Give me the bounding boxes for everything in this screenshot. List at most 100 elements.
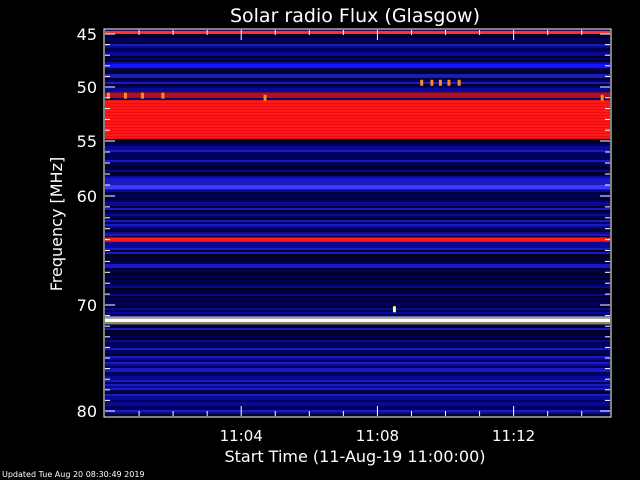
background-stripe: [105, 360, 610, 362]
background-stripe: [105, 236, 610, 238]
background-stripe: [105, 334, 610, 336]
background-stripe: [105, 156, 610, 158]
background-stripe: [105, 288, 610, 290]
background-stripe: [105, 220, 610, 222]
background-stripe: [105, 244, 610, 246]
background-stripe: [105, 36, 610, 38]
background-stripe: [105, 384, 610, 386]
background-stripe: [105, 52, 610, 54]
background-stripe: [105, 206, 610, 208]
background-stripe: [105, 90, 610, 92]
background-stripe: [105, 260, 610, 262]
background-stripe: [105, 302, 610, 304]
background-stripe: [105, 86, 610, 88]
burst-mark: [106, 92, 110, 99]
background-stripe: [105, 284, 610, 286]
background-stripe: [105, 380, 610, 382]
y-tick-label: 80: [77, 402, 97, 421]
background-stripe: [105, 344, 610, 346]
background-stripe: [105, 44, 610, 46]
background-stripe: [105, 278, 610, 280]
background-stripe: [105, 398, 610, 400]
background-stripe: [105, 40, 610, 42]
background-stripe: [105, 254, 610, 256]
background-stripe: [105, 200, 610, 202]
plot-frame: [103, 28, 612, 418]
x-axis: 11:04 11:08 11:12: [138, 30, 583, 445]
background-stripe: [105, 272, 610, 274]
background-stripe: [105, 190, 610, 192]
band-texture: [105, 114, 610, 116]
background-stripe: [105, 150, 610, 152]
background-stripe: [105, 172, 610, 174]
background-stripe: [105, 372, 610, 374]
background-stripe: [105, 378, 610, 380]
burst-mark: [457, 79, 461, 86]
background-stripe: [105, 242, 610, 244]
background-stripe: [105, 84, 610, 86]
background-stripe: [105, 404, 610, 406]
background-stripe: [105, 386, 610, 388]
background-stripe: [105, 204, 610, 206]
band-texture: [105, 111, 610, 113]
x-tick-label: 11:12: [492, 427, 535, 445]
background-stripe: [105, 78, 610, 80]
background-stripe: [105, 46, 610, 48]
background-stripe: [105, 196, 610, 198]
frequency-band: [105, 63, 610, 68]
background-stripe: [105, 166, 610, 168]
background-stripe: [105, 362, 610, 364]
background-stripe: [105, 60, 610, 62]
background-stripe: [105, 276, 610, 278]
background-stripe: [105, 268, 610, 270]
background-stripe: [105, 208, 610, 210]
background-stripe: [105, 314, 610, 316]
background-stripe: [105, 390, 610, 392]
background-stripe: [105, 300, 610, 302]
background-stripe: [105, 296, 610, 298]
background-stripe: [105, 368, 610, 370]
background-stripe: [105, 176, 610, 178]
background-stripe: [105, 306, 610, 308]
background-stripe: [105, 310, 610, 312]
background-stripe: [105, 88, 610, 90]
background-stripe: [105, 330, 610, 332]
band-core: [105, 318, 610, 322]
y-tick-label: 55: [77, 132, 97, 151]
background-stripe: [105, 294, 610, 296]
background-stripe: [105, 214, 610, 216]
background-stripe: [105, 328, 610, 330]
background-stripe: [105, 210, 610, 212]
background-stripe: [105, 412, 610, 414]
background-stripe: [105, 198, 610, 200]
band-texture: [105, 120, 610, 122]
background-stripe: [105, 402, 610, 404]
background-stripe: [105, 168, 610, 170]
background-stripe: [105, 144, 610, 146]
background-stripe: [105, 356, 610, 358]
burst-mark: [140, 92, 144, 99]
background-stripe: [105, 54, 610, 56]
y-tick-label: 45: [77, 25, 97, 44]
background-stripe: [105, 364, 610, 366]
band-texture: [105, 126, 610, 128]
background-stripe: [105, 194, 610, 196]
band-texture: [105, 99, 610, 101]
background-stripe: [105, 62, 610, 64]
y-tick-label: 60: [77, 187, 97, 206]
burst-mark: [392, 306, 396, 313]
band-texture: [105, 117, 610, 119]
background-stripe: [105, 50, 610, 52]
background-stripe: [105, 312, 610, 314]
background-stripe: [105, 82, 610, 84]
background-stripe: [105, 414, 610, 416]
background-stripe: [105, 98, 610, 100]
background-stripe: [105, 282, 610, 284]
y-axis: 45 50 55 60 70 80: [77, 25, 610, 421]
background-stripe: [105, 68, 610, 70]
background-stripe: [105, 202, 610, 204]
band-texture: [105, 135, 610, 137]
background-stripe: [105, 342, 610, 344]
x-axis-label: Start Time (11-Aug-19 11:00:00): [225, 447, 486, 466]
